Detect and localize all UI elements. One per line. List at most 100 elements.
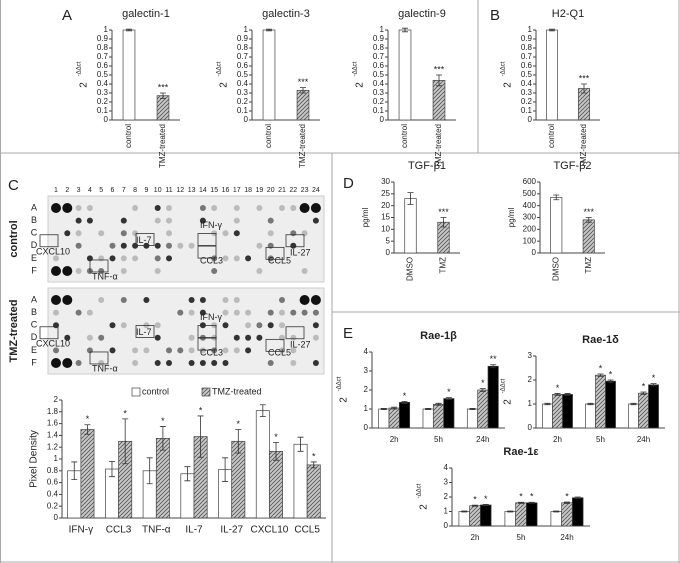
x-tick-label: DMSO (406, 257, 415, 281)
y-tick-label: 0.9 (237, 34, 249, 43)
column-number: 4 (88, 187, 92, 194)
spot-box (39, 234, 59, 248)
blot-spot (233, 217, 240, 224)
blot-spot (222, 255, 229, 262)
error-bar (564, 393, 571, 396)
y-tick-label: 0 (54, 513, 59, 522)
y-tick-label: 0.3 (521, 88, 533, 97)
x-tick-label: CXCL10 (251, 525, 289, 536)
blot-spot (64, 230, 71, 237)
spot-label: CXCL10 (36, 338, 70, 348)
bar (378, 408, 390, 429)
row-letter: E (31, 345, 37, 355)
error-bar (235, 429, 242, 454)
blot-spot (279, 297, 285, 303)
y-tick-label: 200 (523, 224, 537, 233)
spot-box (265, 246, 285, 260)
blot-spot (312, 309, 319, 316)
y-tick-label: 1 (54, 454, 59, 463)
column-number: 23 (301, 187, 309, 194)
y-tick-label: 0 (386, 248, 391, 257)
bar (561, 502, 573, 527)
y-tick-label: 25 (381, 189, 390, 198)
blot-spot (62, 358, 73, 368)
error-bar (472, 504, 478, 507)
blot-spot (177, 242, 184, 249)
spot-box (197, 325, 217, 338)
y-tick-label: 0.2 (521, 97, 533, 106)
row-letter: A (31, 202, 37, 212)
error-bar (607, 379, 614, 383)
blot-spot (188, 297, 195, 303)
y-axis-label-sup: -ΔΔct (417, 483, 423, 498)
blot-spot (62, 295, 73, 305)
blot-spot (199, 360, 206, 366)
blot-spot (75, 242, 82, 249)
y-tick-label: 0.6 (373, 61, 385, 70)
blot-spot (301, 309, 308, 316)
spot-box (135, 325, 155, 338)
blot-spot (98, 268, 105, 274)
significance: ** (490, 354, 498, 364)
blot-spot (233, 230, 240, 237)
bar (595, 374, 606, 429)
y-tick-label: 1 (444, 507, 449, 516)
blot-spot (267, 322, 274, 329)
significance: * (599, 363, 603, 373)
blot-spot (290, 360, 297, 366)
y-tick-label: 0.9 (373, 34, 385, 43)
blot-spot (256, 205, 263, 211)
x-tick-label: CCL5 (294, 525, 320, 536)
panel-letter: E (343, 325, 353, 342)
bar (504, 511, 516, 527)
bar (398, 402, 411, 429)
blot-spot (98, 297, 105, 303)
chart-title: galectin-9 (398, 8, 446, 20)
blot-spot (188, 309, 195, 316)
column-number: 10 (154, 187, 162, 194)
blot-spot (75, 268, 82, 274)
blot-spot (51, 203, 61, 213)
column-number: 11 (165, 187, 172, 194)
y-tick-label: 0.5 (373, 70, 385, 79)
spot-box (265, 338, 285, 352)
significance: * (161, 416, 165, 426)
error-bar (482, 503, 489, 506)
blot-spot (53, 255, 59, 262)
y-axis-label: pg/ml (507, 207, 516, 227)
blot-spot (53, 347, 59, 354)
blot-spot (166, 205, 172, 211)
significance: * (274, 432, 278, 442)
bar (638, 392, 649, 429)
blot-spot (299, 295, 310, 305)
blot-spot (290, 242, 297, 249)
y-axis-label: 2 (79, 82, 90, 88)
y-tick-label: 2 (528, 375, 533, 384)
column-number: 6 (111, 187, 115, 194)
blot-spot (109, 255, 116, 262)
blot-spot (267, 360, 274, 366)
y-tick-label: 2 (444, 492, 449, 501)
blot-spot (188, 347, 195, 354)
blot-spot (75, 309, 82, 316)
error-bar (640, 391, 647, 395)
column-number: 5 (99, 187, 103, 194)
blot-spot (199, 205, 206, 211)
error-bar (122, 418, 129, 465)
blot-spot (188, 360, 195, 366)
spot-box (89, 259, 109, 273)
blot-spot (75, 205, 82, 211)
y-tick-label: 0.9 (97, 34, 109, 43)
blot-spot (109, 347, 116, 354)
row-letter: D (31, 240, 38, 250)
spot-label: IL-27 (290, 248, 311, 258)
error-bar (297, 436, 304, 452)
y-tick-label: 0 (444, 521, 449, 530)
blot-spot (62, 266, 73, 276)
significance: * (609, 369, 613, 379)
spot-label: CCL3 (200, 347, 223, 357)
y-axis-label: 2 (219, 82, 230, 88)
blot-spot (312, 217, 319, 224)
blot-spot (53, 309, 59, 316)
